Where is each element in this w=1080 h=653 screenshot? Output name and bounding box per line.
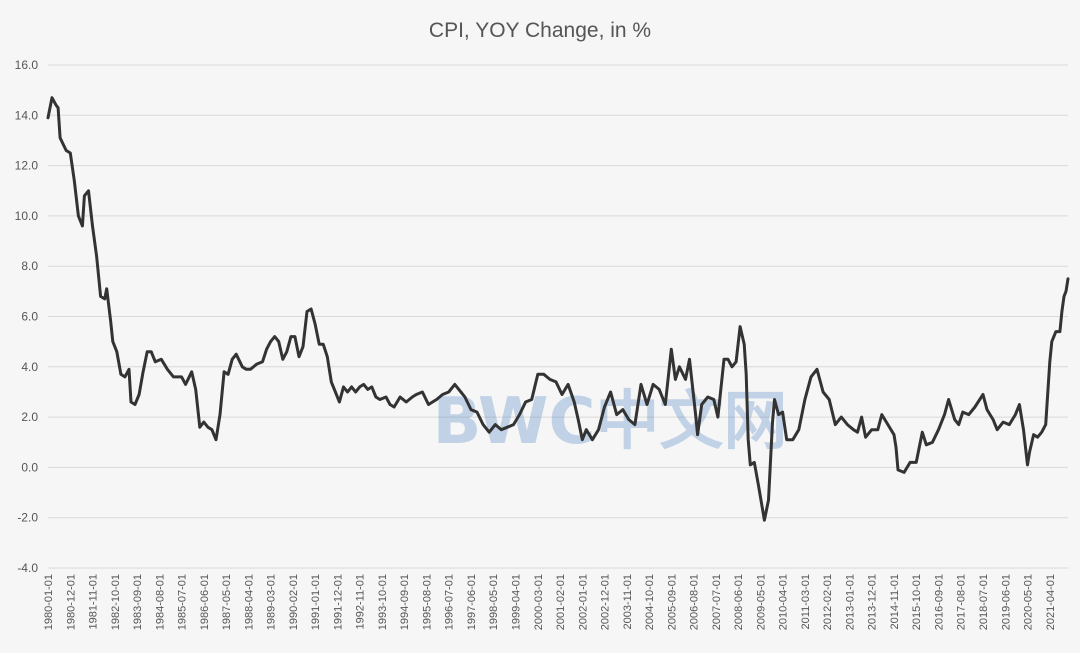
x-axis-ticks: 1980-01-01 1980-12-01 1981-11-01 1982-10-01… bbox=[43, 574, 1057, 630]
x-tick-label: 2019-06-01 bbox=[1000, 574, 1012, 630]
gridlines bbox=[48, 65, 1068, 568]
x-tick-label: 1995-08-01 bbox=[421, 574, 433, 630]
x-tick-label: 1980-01-01 bbox=[43, 574, 55, 630]
y-tick-label: 2.0 bbox=[21, 410, 38, 424]
x-tick-label: 1982-10-01 bbox=[110, 574, 122, 630]
x-tick-label: 2006-08-01 bbox=[689, 574, 701, 630]
x-tick-label: 2009-05-01 bbox=[755, 574, 767, 630]
y-tick-label: 8.0 bbox=[21, 259, 38, 273]
x-tick-label: 2013-12-01 bbox=[867, 574, 879, 630]
x-tick-label: 1998-05-01 bbox=[488, 574, 500, 630]
x-tick-label: 1987-05-01 bbox=[221, 574, 233, 630]
y-tick-label: 0.0 bbox=[21, 460, 38, 474]
x-tick-label: 2014-11-01 bbox=[889, 574, 901, 629]
x-tick-label: 2011-03-01 bbox=[800, 574, 812, 629]
chart-container: CPI, YOY Change, in % 16.0 14.0 12.0 10.0 8.… bbox=[0, 0, 1080, 653]
x-tick-label: 2003-11-01 bbox=[622, 574, 634, 629]
y-tick-label: 12.0 bbox=[15, 159, 39, 173]
x-tick-label: 1996-07-01 bbox=[444, 574, 456, 630]
x-tick-label: 1986-06-01 bbox=[199, 574, 211, 630]
x-tick-label: 1991-12-01 bbox=[332, 574, 344, 630]
y-tick-label: 4.0 bbox=[21, 360, 38, 374]
x-tick-label: 1989-03-01 bbox=[266, 574, 278, 630]
x-tick-label: 2004-10-01 bbox=[644, 574, 656, 630]
x-tick-label: 2018-07-01 bbox=[978, 574, 990, 630]
x-tick-label: 2000-03-01 bbox=[533, 574, 545, 630]
y-tick-label: 10.0 bbox=[15, 209, 39, 223]
x-tick-label: 1981-11-01 bbox=[88, 574, 100, 629]
y-tick-label: -2.0 bbox=[17, 511, 38, 525]
y-tick-label: 6.0 bbox=[21, 310, 38, 324]
x-tick-label: 1994-09-01 bbox=[399, 574, 411, 630]
y-tick-label: 16.0 bbox=[15, 58, 39, 72]
x-tick-label: 2016-09-01 bbox=[933, 574, 945, 630]
x-tick-label: 1997-06-01 bbox=[466, 574, 478, 630]
x-tick-label: 2020-05-01 bbox=[1023, 574, 1035, 630]
x-tick-label: 2002-12-01 bbox=[600, 574, 612, 630]
x-tick-label: 2012-02-01 bbox=[822, 574, 834, 630]
x-tick-label: 2021-04-01 bbox=[1045, 574, 1057, 630]
y-axis-ticks: 16.0 14.0 12.0 10.0 8.0 6.0 4.0 2.0 0.0 -2.0 -4.0 bbox=[15, 58, 39, 575]
x-tick-label: 1983-09-01 bbox=[132, 574, 144, 630]
x-tick-label: 2005-09-01 bbox=[666, 574, 678, 630]
x-tick-label: 2001-02-01 bbox=[555, 574, 567, 630]
x-tick-label: 1991-01-01 bbox=[310, 574, 322, 630]
y-tick-label: 14.0 bbox=[15, 108, 39, 122]
x-tick-label: 1990-02-01 bbox=[288, 574, 300, 630]
x-tick-label: 2002-01-01 bbox=[577, 574, 589, 630]
x-tick-label: 1993-10-01 bbox=[377, 574, 389, 630]
x-tick-label: 1999-04-01 bbox=[511, 574, 523, 630]
cpi-line-chart: CPI, YOY Change, in % 16.0 14.0 12.0 10.0 8.… bbox=[0, 0, 1080, 653]
x-tick-label: 1992-11-01 bbox=[355, 574, 367, 629]
x-tick-label: 2017-08-01 bbox=[956, 574, 968, 630]
x-tick-label: 2007-07-01 bbox=[711, 574, 723, 630]
x-tick-label: 2013-01-01 bbox=[844, 574, 856, 630]
x-tick-label: 1985-07-01 bbox=[177, 574, 189, 630]
x-tick-label: 1980-12-01 bbox=[65, 574, 77, 630]
chart-title: CPI, YOY Change, in % bbox=[429, 19, 651, 42]
x-tick-label: 2008-06-01 bbox=[733, 574, 745, 630]
x-tick-label: 2010-04-01 bbox=[778, 574, 790, 630]
x-tick-label: 1984-08-01 bbox=[154, 574, 166, 630]
y-tick-label: -4.0 bbox=[17, 561, 38, 575]
x-tick-label: 1988-04-01 bbox=[243, 574, 255, 630]
x-tick-label: 2015-10-01 bbox=[911, 574, 923, 630]
